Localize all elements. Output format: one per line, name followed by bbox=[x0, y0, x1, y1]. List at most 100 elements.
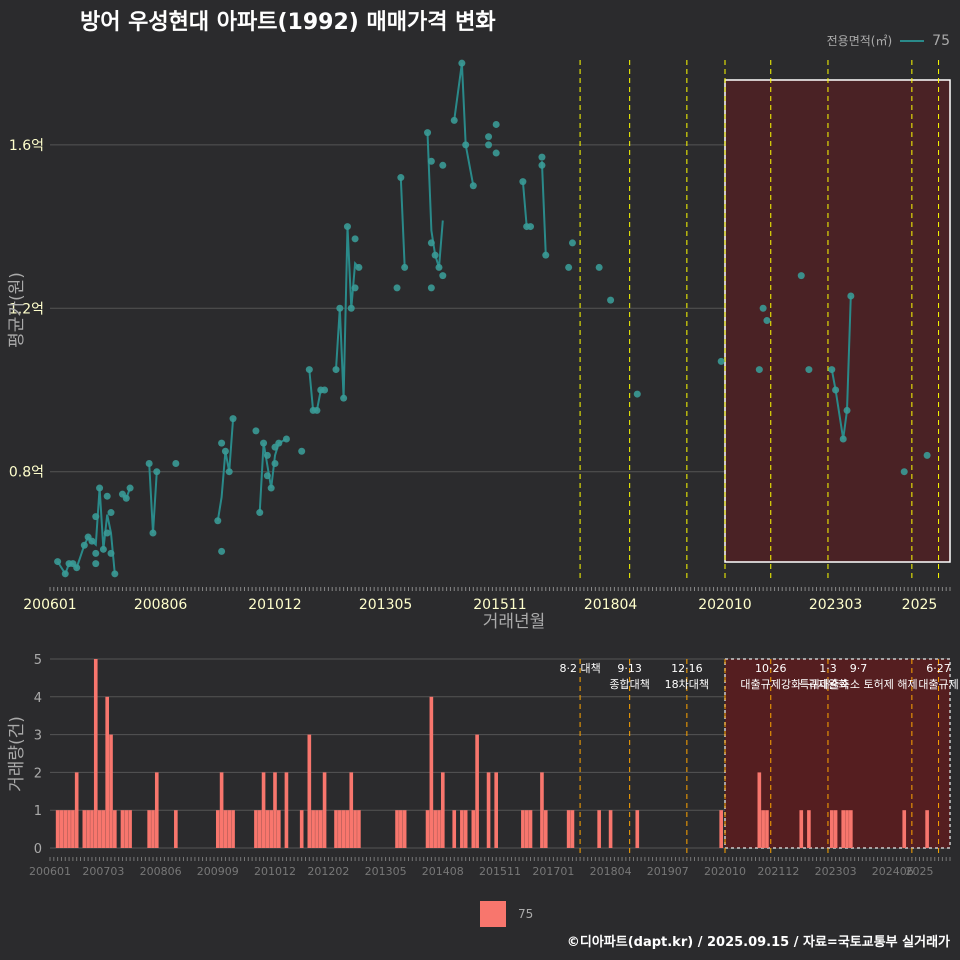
volume-bar bbox=[440, 772, 445, 848]
y-tick-label: 0.8억 bbox=[9, 465, 44, 481]
data-point bbox=[221, 447, 229, 455]
volume-bar bbox=[761, 810, 765, 848]
data-point bbox=[122, 494, 130, 502]
volume-bar bbox=[265, 810, 270, 848]
volume-bar bbox=[105, 696, 110, 848]
volume-bar bbox=[113, 810, 117, 848]
volume-bar bbox=[67, 810, 71, 848]
data-point bbox=[343, 223, 351, 231]
series-line-75 bbox=[335, 226, 360, 399]
volume-bar bbox=[71, 810, 75, 848]
data-point bbox=[99, 545, 107, 553]
volume-bar bbox=[269, 810, 273, 848]
data-point bbox=[828, 366, 836, 374]
volume-bar bbox=[59, 810, 64, 848]
bar-x-tick-label: 202303 bbox=[815, 865, 857, 878]
volume-bar bbox=[841, 810, 846, 848]
data-point bbox=[568, 239, 576, 247]
volume-bar bbox=[433, 810, 437, 848]
volume-bar bbox=[570, 810, 575, 848]
bar-y-tick-label: 3 bbox=[34, 729, 42, 744]
volume-bar bbox=[353, 810, 357, 848]
volume-bar bbox=[395, 810, 399, 848]
legend-value: 75 bbox=[932, 32, 950, 49]
data-point bbox=[439, 161, 447, 169]
bar-y-axis-title: 거래량(건) bbox=[7, 716, 27, 792]
volume-bar bbox=[475, 734, 479, 848]
data-point bbox=[218, 547, 226, 555]
data-point bbox=[923, 451, 931, 459]
data-point bbox=[96, 484, 104, 492]
volume-bar bbox=[925, 810, 929, 848]
volume-bar bbox=[524, 810, 529, 848]
volume-bar bbox=[471, 810, 476, 848]
data-point bbox=[519, 178, 527, 186]
data-point bbox=[439, 272, 447, 280]
volume-bar bbox=[299, 810, 304, 848]
data-point bbox=[103, 492, 111, 500]
data-point bbox=[107, 509, 115, 517]
data-point bbox=[633, 390, 641, 398]
data-point bbox=[839, 435, 847, 443]
volume-bar bbox=[345, 810, 350, 848]
data-point bbox=[427, 239, 435, 247]
data-point bbox=[462, 141, 470, 149]
data-point bbox=[485, 141, 493, 149]
bar-x-tick-label: 2025 bbox=[905, 865, 933, 878]
data-point bbox=[340, 394, 348, 402]
data-point bbox=[527, 223, 535, 231]
data-point bbox=[225, 468, 233, 476]
source-caption: ©디아파트(dapt.kr) / 2025.09.15 / 자료=국토교통부 실… bbox=[566, 935, 950, 950]
bar-x-tick-label: 201701 bbox=[532, 865, 574, 878]
x-tick-label: 201804 bbox=[584, 597, 638, 613]
data-point bbox=[763, 317, 771, 325]
data-point bbox=[92, 560, 100, 568]
data-point bbox=[73, 564, 81, 572]
volume-bar bbox=[109, 734, 113, 848]
bar-legend: 75 bbox=[480, 901, 533, 927]
data-point bbox=[797, 272, 805, 280]
volume-bar bbox=[402, 810, 407, 848]
data-point bbox=[717, 357, 725, 365]
volume-bar bbox=[227, 810, 232, 848]
legend-label: 전용면적(㎡) bbox=[826, 34, 893, 48]
volume-bar bbox=[902, 810, 907, 848]
x-tick-label: 200806 bbox=[134, 597, 188, 613]
bar-x-tick-label: 202112 bbox=[757, 865, 799, 878]
volume-bar bbox=[128, 810, 132, 848]
bar-x-tick-label: 202010 bbox=[704, 865, 746, 878]
volume-bar bbox=[425, 810, 430, 848]
volume-bar bbox=[349, 772, 354, 848]
data-point bbox=[92, 513, 100, 521]
bar-x-tick-label: 201907 bbox=[647, 865, 689, 878]
legend: 전용면적(㎡) 75 bbox=[827, 32, 950, 49]
bar-x-tick-label: 201305 bbox=[365, 865, 407, 878]
data-point bbox=[321, 386, 329, 394]
policy-label: 규제완화 bbox=[808, 678, 848, 691]
volume-bar bbox=[322, 772, 327, 848]
data-point bbox=[336, 304, 344, 312]
bar-x-tick-label: 200909 bbox=[197, 865, 239, 878]
volume-bar bbox=[231, 810, 235, 848]
volume-bar bbox=[429, 696, 434, 848]
bar-y-tick-label: 1 bbox=[34, 804, 42, 819]
bar-y-tick-label: 0 bbox=[34, 842, 42, 857]
volume-bar bbox=[460, 810, 464, 848]
legend-line-swatch bbox=[900, 39, 925, 42]
series-line-75 bbox=[540, 161, 547, 256]
volume-bar bbox=[318, 810, 323, 848]
series-line-75 bbox=[426, 132, 444, 268]
volume-bar bbox=[338, 810, 342, 848]
data-point bbox=[214, 517, 222, 525]
data-point bbox=[149, 529, 157, 537]
data-point bbox=[92, 549, 100, 557]
data-point bbox=[351, 284, 359, 292]
policy-label: 대출규제강화 bbox=[740, 678, 801, 691]
data-point bbox=[458, 59, 466, 67]
volume-bar bbox=[829, 810, 834, 848]
bar-legend-label: 75 bbox=[518, 907, 534, 921]
data-point bbox=[107, 549, 115, 557]
data-point bbox=[298, 447, 306, 455]
volume-bar bbox=[154, 772, 159, 848]
data-point bbox=[755, 366, 763, 374]
